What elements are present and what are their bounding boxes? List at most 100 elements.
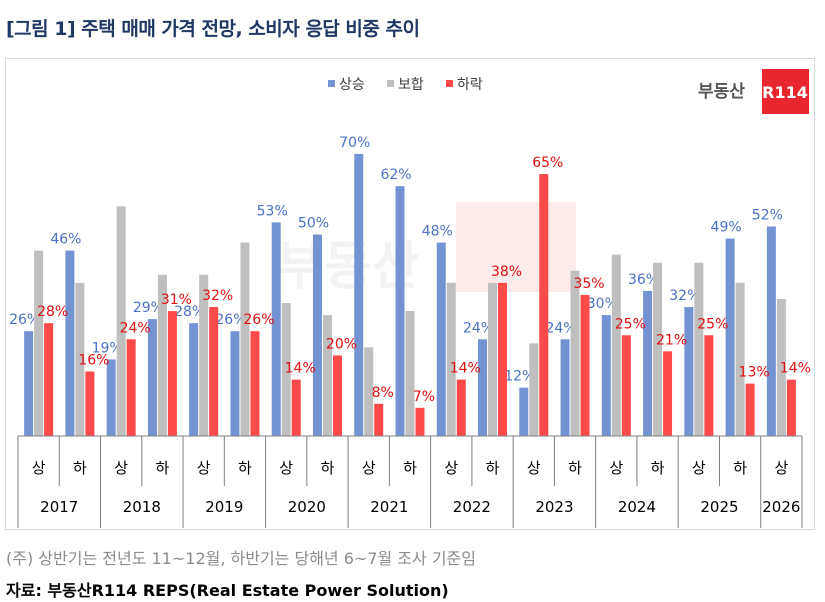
- year-label-2018: 2018: [123, 498, 161, 516]
- legend-swatch-2: [446, 80, 453, 87]
- bar-보합-13: [570, 270, 580, 436]
- bar-보합-16: [694, 262, 704, 436]
- year-label-2024: 2024: [618, 498, 656, 516]
- data-label-상승-15: 36%: [628, 272, 659, 288]
- category-label-5: 하: [238, 459, 252, 477]
- data-label-상승-8: 70%: [339, 135, 370, 151]
- category-label-1: 하: [73, 459, 87, 477]
- data-label-상승-4: 28%: [174, 304, 205, 320]
- category-label-4: 상: [197, 459, 211, 477]
- bar-상승-8: [354, 153, 364, 436]
- bar-하락-4: [209, 307, 219, 436]
- category-label-12: 상: [527, 459, 541, 477]
- bar-하락-12: [539, 174, 549, 437]
- bar-상승-10: [436, 242, 446, 436]
- data-label-하락-14: 25%: [615, 316, 646, 332]
- bar-하락-17: [745, 383, 755, 436]
- bar-상승-5: [230, 331, 240, 436]
- category-label-2: 상: [114, 459, 128, 477]
- bar-상승-3: [147, 319, 157, 436]
- data-label-하락-2: 24%: [120, 320, 151, 336]
- year-label-2017: 2017: [40, 498, 78, 516]
- bar-보합-9: [405, 311, 415, 436]
- data-label-하락-13: 35%: [573, 276, 604, 292]
- bar-하락-8: [374, 403, 384, 436]
- category-label-13: 하: [568, 459, 582, 477]
- category-label-18: 상: [774, 459, 788, 477]
- footnote: (주) 상반기는 전년도 11~12월, 하반기는 당해년 6~7월 조사 기준…: [6, 549, 476, 568]
- bar-보합-14: [611, 254, 621, 436]
- logo-badge: [762, 69, 809, 114]
- category-label-8: 상: [362, 459, 376, 477]
- category-label-15: 하: [651, 459, 665, 477]
- legend-label-2: 하락: [457, 77, 483, 93]
- bar-보합-11: [488, 282, 498, 436]
- data-label-상승-13: 24%: [545, 320, 576, 336]
- figure-title: [그림 1] 주택 매매 가격 전망, 소비자 응답 비중 추이: [6, 18, 420, 40]
- category-label-7: 하: [321, 459, 335, 477]
- bar-하락-0: [44, 323, 54, 436]
- bar-하락-15: [663, 351, 673, 436]
- data-label-하락-16: 25%: [697, 316, 728, 332]
- bar-하락-16: [704, 335, 714, 436]
- bar-하락-3: [167, 311, 177, 436]
- bar-보합-18: [776, 298, 786, 436]
- data-label-상승-11: 24%: [463, 320, 494, 336]
- bar-하락-1: [85, 371, 95, 436]
- legend-label-1: 보합: [398, 77, 424, 93]
- watermark-badge: [456, 202, 576, 292]
- year-label-2022: 2022: [453, 498, 491, 516]
- category-label-3: 하: [156, 459, 170, 477]
- logo-text: 부동산: [698, 82, 745, 102]
- bar-보합-4: [199, 274, 209, 436]
- bar-하락-10: [456, 379, 466, 436]
- category-label-16: 상: [692, 459, 706, 477]
- bar-상승-14: [601, 315, 611, 436]
- year-label-2025: 2025: [700, 498, 738, 516]
- year-label-2019: 2019: [205, 498, 243, 516]
- data-label-상승-5: 26%: [215, 312, 246, 328]
- data-label-상승-2: 19%: [92, 340, 123, 356]
- category-label-17: 하: [733, 459, 747, 477]
- category-label-11: 하: [486, 459, 500, 477]
- year-label-2023: 2023: [535, 498, 573, 516]
- bar-보합-15: [653, 262, 663, 436]
- data-label-상승-1: 46%: [50, 232, 81, 248]
- bar-상승-15: [643, 290, 653, 436]
- data-label-상승-18: 52%: [752, 207, 783, 223]
- category-label-10: 상: [444, 459, 458, 477]
- data-label-상승-17: 49%: [711, 220, 742, 236]
- data-label-하락-10: 14%: [450, 361, 481, 377]
- bar-하락-13: [580, 294, 590, 436]
- bar-상승-11: [478, 339, 488, 436]
- data-label-상승-12: 12%: [504, 369, 535, 385]
- data-label-상승-14: 30%: [587, 296, 618, 312]
- bar-상승-12: [519, 387, 529, 436]
- data-label-하락-8: 8%: [372, 385, 394, 401]
- bar-보합-1: [75, 282, 85, 436]
- bar-하락-6: [291, 379, 301, 436]
- bar-하락-14: [621, 335, 631, 436]
- bar-상승-1: [65, 250, 75, 436]
- bar-상승-13: [560, 339, 570, 436]
- bar-보합-6: [281, 303, 291, 436]
- bar-하락-18: [786, 379, 796, 436]
- bar-하락-2: [126, 339, 136, 436]
- bar-보합-12: [529, 343, 539, 436]
- bar-보합-8: [364, 347, 374, 436]
- legend-swatch-1: [387, 80, 394, 87]
- bar-보합-17: [735, 282, 745, 436]
- bar-보합-10: [446, 282, 456, 436]
- category-label-9: 하: [403, 459, 417, 477]
- bar-보합-2: [116, 206, 126, 436]
- data-label-하락-11: 38%: [491, 264, 522, 280]
- data-label-상승-3: 29%: [133, 300, 164, 316]
- data-label-하락-6: 14%: [285, 361, 316, 377]
- bar-상승-16: [684, 307, 694, 436]
- logo-badge-text: R114: [762, 83, 808, 102]
- data-label-상승-9: 62%: [380, 167, 411, 183]
- data-label-상승-10: 48%: [422, 224, 453, 240]
- data-label-하락-17: 13%: [739, 365, 770, 381]
- bar-상승-18: [766, 226, 776, 436]
- data-label-상승-7: 50%: [298, 216, 329, 232]
